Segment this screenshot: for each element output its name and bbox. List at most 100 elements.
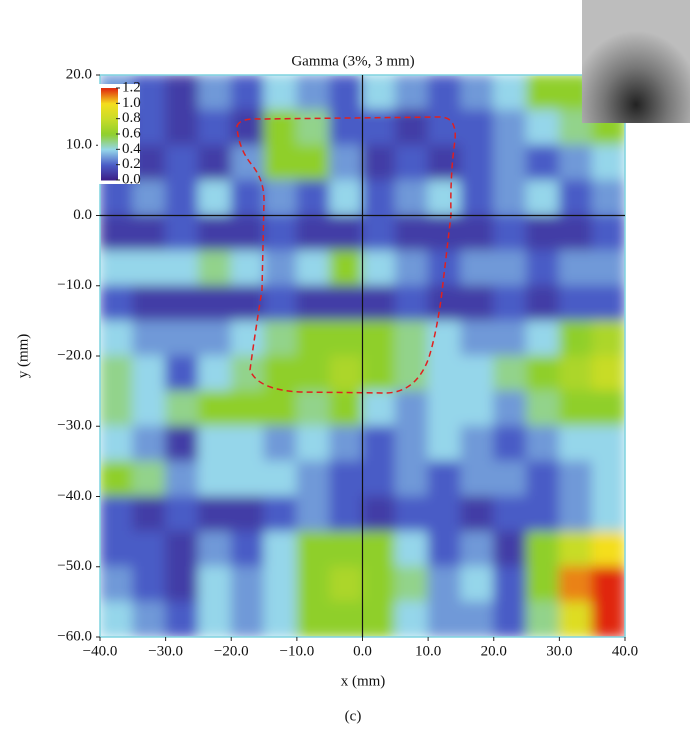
cell <box>526 601 560 637</box>
cell <box>231 320 265 356</box>
colorbar-tick-label: 0.4 <box>122 141 141 157</box>
cell <box>493 391 527 427</box>
cell <box>493 566 527 602</box>
cell <box>395 531 429 567</box>
cell <box>198 75 232 111</box>
cell <box>395 180 429 216</box>
cell <box>362 320 396 356</box>
cell <box>460 215 494 251</box>
cell <box>264 461 298 497</box>
cell <box>362 461 396 497</box>
cell <box>428 215 462 251</box>
cell <box>428 110 462 146</box>
cell <box>132 566 166 602</box>
cell <box>231 285 265 321</box>
cell <box>132 531 166 567</box>
cell <box>329 320 363 356</box>
cell <box>132 496 166 532</box>
cell <box>362 356 396 392</box>
cell <box>198 601 232 637</box>
cell <box>362 75 396 111</box>
cell <box>198 250 232 286</box>
cell <box>296 180 330 216</box>
cell <box>329 601 363 637</box>
cell <box>592 601 626 637</box>
colorbar-step <box>101 88 118 91</box>
cell <box>526 320 560 356</box>
cell <box>592 320 626 356</box>
cell <box>165 75 199 111</box>
y-tick-label: 0.0 <box>73 207 92 223</box>
cell <box>460 250 494 286</box>
cell <box>460 285 494 321</box>
cell <box>362 566 396 602</box>
cell <box>231 145 265 181</box>
cell <box>362 601 396 637</box>
cell <box>362 180 396 216</box>
cell <box>395 496 429 532</box>
cell <box>100 356 134 392</box>
cell <box>592 531 626 567</box>
cell <box>526 75 560 111</box>
cell <box>132 215 166 251</box>
cell <box>526 496 560 532</box>
cell <box>428 145 462 181</box>
cell <box>296 461 330 497</box>
cell <box>592 391 626 427</box>
cell <box>460 531 494 567</box>
cell <box>460 110 494 146</box>
cell <box>264 426 298 462</box>
cell <box>592 566 626 602</box>
cell <box>231 496 265 532</box>
cell <box>428 496 462 532</box>
cell <box>165 531 199 567</box>
x-tick-label: 40.0 <box>612 643 638 659</box>
cell <box>296 496 330 532</box>
cell <box>559 566 593 602</box>
cell <box>395 601 429 637</box>
cell <box>460 75 494 111</box>
cell <box>198 531 232 567</box>
cell <box>559 461 593 497</box>
cell <box>493 496 527 532</box>
cell <box>296 601 330 637</box>
cell <box>460 391 494 427</box>
cell <box>198 145 232 181</box>
cell <box>231 250 265 286</box>
cell <box>198 215 232 251</box>
cell <box>559 496 593 532</box>
cell <box>559 215 593 251</box>
cell <box>100 461 134 497</box>
cell <box>493 461 527 497</box>
cell <box>165 356 199 392</box>
cell <box>296 566 330 602</box>
cell <box>460 356 494 392</box>
cell <box>559 356 593 392</box>
cell <box>526 461 560 497</box>
cell <box>296 531 330 567</box>
cell <box>198 426 232 462</box>
cell <box>329 461 363 497</box>
cell <box>198 110 232 146</box>
cell <box>362 426 396 462</box>
cell <box>296 391 330 427</box>
cell <box>329 75 363 111</box>
cell <box>592 180 626 216</box>
cell <box>198 391 232 427</box>
cell <box>592 250 626 286</box>
colorbar-tick-label: 0.8 <box>122 110 141 126</box>
cell <box>592 426 626 462</box>
cell <box>428 285 462 321</box>
cell <box>264 250 298 286</box>
cell <box>428 75 462 111</box>
cell <box>264 566 298 602</box>
cell <box>264 601 298 637</box>
x-tick-label: −30.0 <box>148 643 183 659</box>
cell <box>395 391 429 427</box>
cell <box>231 531 265 567</box>
cell <box>493 531 527 567</box>
colorbar-tick-label: 1.0 <box>122 95 141 111</box>
cell <box>198 320 232 356</box>
cell <box>460 601 494 637</box>
cell <box>493 215 527 251</box>
